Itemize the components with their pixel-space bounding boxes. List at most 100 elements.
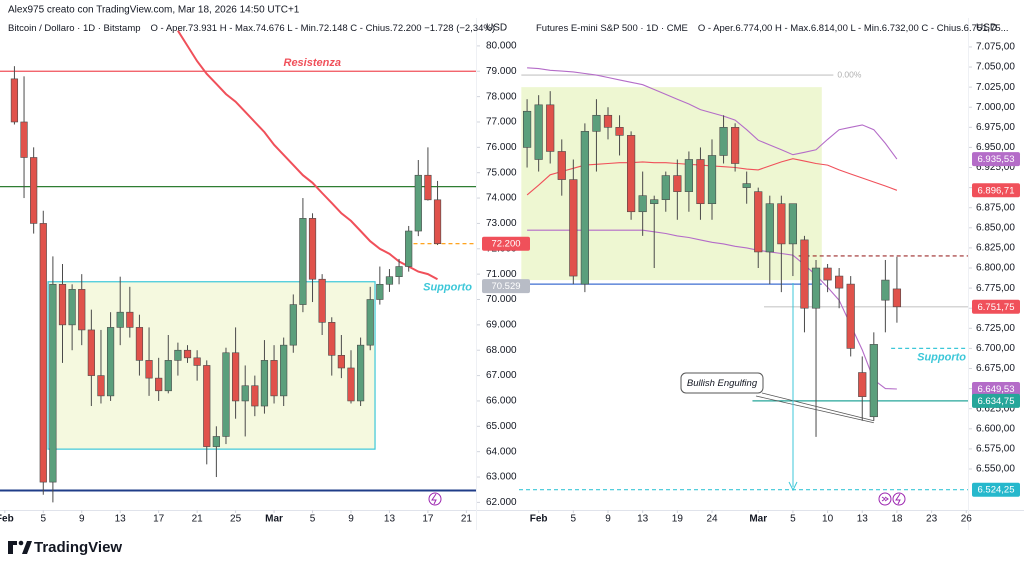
candle-body <box>58 283 67 326</box>
y-tick-label: 6.825,00 <box>976 243 1015 254</box>
x-tick-label: 23 <box>926 514 938 525</box>
y-tick-label: 6.575,00 <box>976 444 1015 455</box>
candle-body <box>754 191 763 253</box>
y-tick-label: 7.075,00 <box>976 42 1015 53</box>
y-tick-label: 6.625,00 <box>976 403 1015 414</box>
y-tick-label: 80.000 <box>486 41 517 52</box>
y-tick-label: 77.000 <box>486 117 517 128</box>
zone-label: Supporto <box>423 282 472 294</box>
y-tick-label: 73.000 <box>486 218 517 229</box>
y-tick-label: 65.000 <box>486 421 517 432</box>
candle-body <box>126 311 134 328</box>
price-badge-label: 6.634,75 <box>978 396 1015 407</box>
level-label: 0.00% <box>837 69 862 79</box>
candle-body <box>30 157 38 224</box>
x-tick-label: 9 <box>348 514 354 525</box>
y-tick-label: 6.600,00 <box>976 423 1015 434</box>
logo: TradingView <box>8 539 122 556</box>
candle-body <box>580 131 589 285</box>
x-tick-label: 5 <box>310 514 316 525</box>
candle-body <box>395 266 403 277</box>
y-tick-label: 63.000 <box>486 472 517 483</box>
candle-body <box>299 218 307 305</box>
zone <box>47 281 376 450</box>
candle-body <box>164 360 172 392</box>
y-tick-label: 6.950,00 <box>976 142 1015 153</box>
overlay: Bitcoin / Dollaro · 1D · Bitstamp O - Ape… <box>0 23 1020 525</box>
y-tick-label: 70.000 <box>486 294 517 305</box>
x-tick-label: 21 <box>461 514 473 525</box>
candle-body <box>222 352 230 437</box>
x-tick-label: 5 <box>40 514 46 525</box>
candle-body <box>719 127 728 156</box>
x-tick-label: 13 <box>857 514 869 525</box>
y-tick-label: 71.000 <box>486 269 517 280</box>
candle-body <box>145 360 153 379</box>
logo-mark <box>8 541 17 554</box>
candle-body <box>241 385 249 402</box>
candle-body <box>869 344 878 418</box>
chart-title: Bitcoin / Dollaro · 1D · Bitstamp <box>8 23 141 34</box>
y-tick-label: 75.000 <box>486 167 517 178</box>
candle-body <box>788 203 798 245</box>
event-icon-bolt <box>895 493 901 505</box>
candle-body <box>318 278 326 323</box>
price-badge <box>482 236 530 251</box>
candle-body <box>183 349 192 359</box>
candle-body <box>68 289 76 326</box>
candle-body <box>347 367 355 402</box>
candle-body <box>193 357 201 366</box>
x-tick-label: 13 <box>637 514 649 525</box>
candle-body <box>385 276 394 285</box>
y-tick-label: 6.775,00 <box>976 283 1015 294</box>
callout-text: Bullish Engulfing <box>687 378 758 389</box>
x-tick-label: 13 <box>384 514 396 525</box>
candle-body <box>270 360 278 397</box>
price-badge <box>972 482 1020 497</box>
price-badge <box>972 299 1020 314</box>
event-icon <box>892 492 906 506</box>
candle-body <box>592 114 601 132</box>
candle-body <box>87 329 95 376</box>
candle-body <box>846 283 855 349</box>
y-tick-label: 64.000 <box>486 446 517 457</box>
candle-body <box>433 199 442 245</box>
candle-body <box>661 175 670 200</box>
candle-body <box>707 155 717 205</box>
candle-body <box>881 279 890 301</box>
candle-body <box>155 377 163 392</box>
y-tick-label: 78.000 <box>486 91 517 102</box>
y-tick-label: 7.025,00 <box>976 82 1015 93</box>
y-tick-label: 6.800,00 <box>976 263 1015 274</box>
x-tick-label: Mar <box>265 514 283 525</box>
candle-body <box>858 372 867 397</box>
chart-title: Futures E-mini S&P 500 · 1D · CME <box>536 23 688 34</box>
candle-body <box>615 127 624 136</box>
candle-body <box>174 349 182 361</box>
y-tick-label: 7.050,00 <box>976 62 1015 73</box>
x-tick-label: 26 <box>961 514 973 525</box>
candle-body <box>328 322 336 356</box>
plot-right <box>519 67 968 491</box>
y-tick-label: 67.000 <box>486 370 517 381</box>
y-tick-label: 6.975,00 <box>976 122 1015 133</box>
candle-body <box>650 199 659 205</box>
candle-body <box>696 159 705 205</box>
candle-body <box>731 127 740 164</box>
candle-body <box>424 174 432 201</box>
x-tick-label: 10 <box>822 514 834 525</box>
x-tick-label: Mar <box>749 514 767 525</box>
candle-body <box>337 354 345 369</box>
ohlc-legend: O - Aper.6.774,00 H - Max.6.814,00 L - M… <box>698 23 1009 34</box>
level-label: Resistenza <box>284 57 341 69</box>
y-tick-label: 6.675,00 <box>976 363 1015 374</box>
price-badge-label: 6.935,53 <box>978 154 1015 165</box>
candle-body <box>357 344 365 402</box>
indicator-line <box>527 67 898 160</box>
candle-body <box>673 175 682 192</box>
candle-body <box>557 151 566 180</box>
chart-legend: Futures E-mini S&P 500 · 1D · CME O - Ape… <box>536 23 1009 34</box>
candle-body <box>777 203 786 245</box>
candle-body <box>835 275 844 289</box>
candle-body <box>405 230 413 267</box>
